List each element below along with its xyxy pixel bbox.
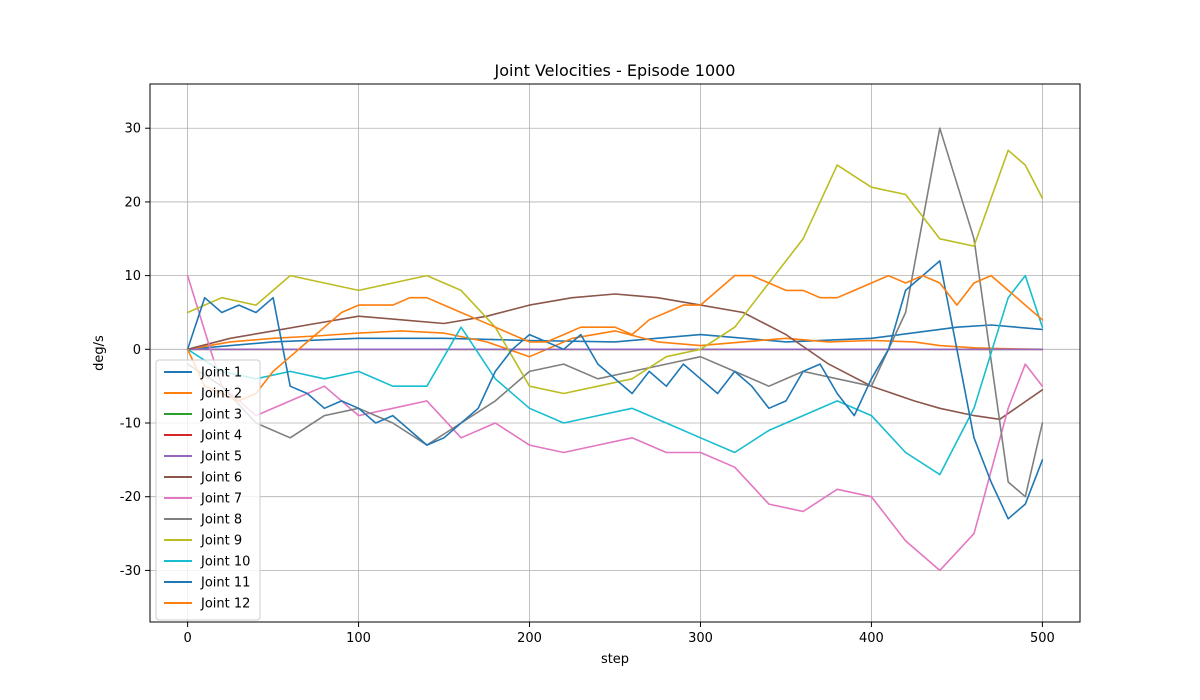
legend: Joint 1 Joint 2 Joint 3 Joint 4 Joint 5 Joint… <box>155 359 261 621</box>
x-tick-label: 500 <box>1030 631 1055 646</box>
y-tick-label: 10 <box>124 269 141 284</box>
series-line-joint-12 <box>186 274 1044 402</box>
series-line-joint-9 <box>186 149 1044 395</box>
y-axis-label: deg/s <box>92 335 107 371</box>
series-line-joint-2 <box>186 330 1044 358</box>
chart-title: Joint Velocities - Episode 1000 <box>494 61 736 80</box>
x-tick-label: 100 <box>346 631 371 646</box>
x-axis-label: step <box>601 652 629 667</box>
legend-entry: Joint 2 <box>200 387 242 402</box>
legend-entry: Joint 11 <box>200 576 250 591</box>
series-line-joint-6 <box>186 293 1044 421</box>
x-tick-label: 0 <box>183 631 191 646</box>
series-line-joint-11 <box>186 260 1044 520</box>
y-tick-label: -30 <box>120 564 141 579</box>
y-tick-label: 20 <box>124 195 141 210</box>
x-tick-label: 400 <box>859 631 884 646</box>
series-line-joint-7 <box>186 274 1044 572</box>
legend-entry: Joint 5 <box>200 450 242 465</box>
legend-entry: Joint 7 <box>200 492 242 507</box>
series-line-joint-10 <box>186 274 1044 476</box>
y-tick-label: -20 <box>120 490 141 505</box>
y-tick-label: 30 <box>124 122 141 137</box>
axis-ticks: 0 100 200 300 400 500 -30 -20 -10 0 10 20 30 <box>120 122 1055 646</box>
y-tick-label: 0 <box>133 343 141 358</box>
series-line-joint-8 <box>186 127 1044 498</box>
legend-entry: Joint 1 <box>200 366 242 381</box>
plot-frame <box>149 83 1081 623</box>
series-lines <box>186 127 1044 572</box>
legend-entry: Joint 8 <box>200 513 242 528</box>
x-tick-label: 200 <box>517 631 542 646</box>
legend-entry: Joint 12 <box>200 597 250 612</box>
legend-entry: Joint 4 <box>200 429 242 444</box>
legend-entry: Joint 9 <box>200 534 242 549</box>
legend-entry: Joint 10 <box>200 555 250 570</box>
legend-entry: Joint 3 <box>200 408 242 423</box>
y-tick-label: -10 <box>120 417 141 432</box>
legend-box <box>155 359 261 621</box>
x-tick-label: 300 <box>688 631 713 646</box>
series-line-joint-1 <box>186 324 1044 351</box>
legend-entry: Joint 6 <box>200 471 242 486</box>
